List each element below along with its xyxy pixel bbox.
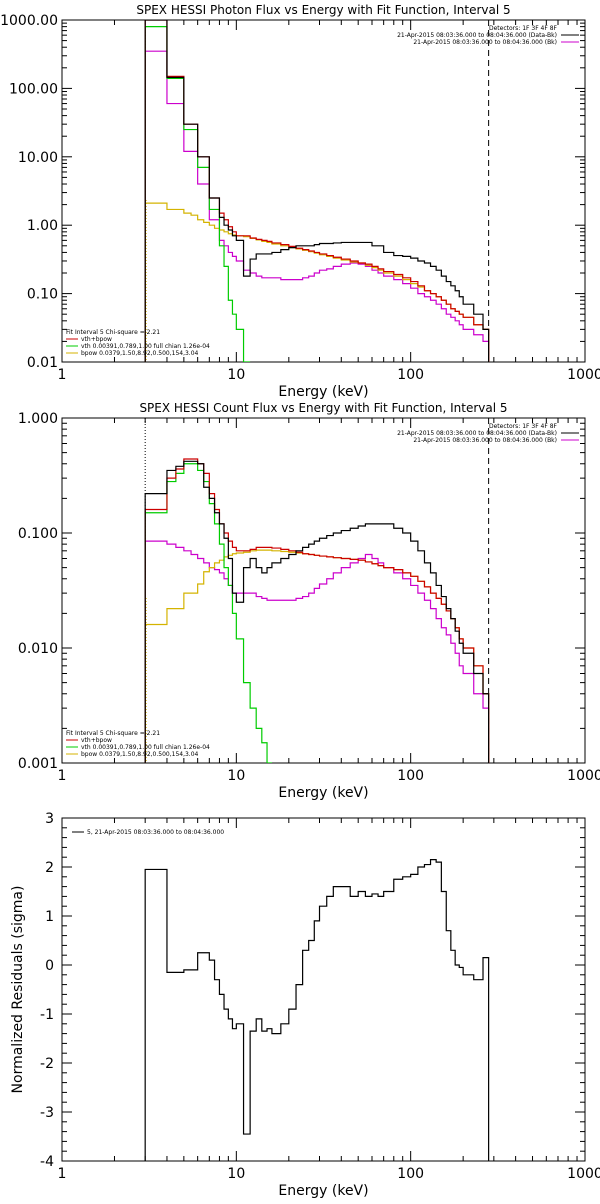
chart-title: SPEX HESSI Photon Flux vs Energy with Fi… [136, 3, 510, 17]
series-line-5-21-apr-2015-08-03-36-000-to-08-04-36-000 [144, 859, 490, 1161]
plot-frame [61, 417, 586, 764]
y-tick-label: -4 [40, 1154, 54, 1170]
y-tick-label: 0.100 [18, 526, 58, 542]
series-line-vth [144, 26, 251, 362]
series-line-vth-bpow [144, 458, 490, 763]
chart-panel-2: SPEX HESSI Count Flux vs Energy with Fit… [18, 401, 600, 801]
series-line-bpow [144, 549, 490, 763]
chart-panel-3: 1 10 100 1000 -4 -3 -2 -1 0 1 2 3 Energy (keV) Normal… [10, 811, 600, 1199]
legend-entry: bpow 0.0379,1.50,8.92,0.500,154,3.04 [81, 751, 199, 758]
x-tick-label: 10 [227, 1166, 245, 1182]
legend-entry: Detectors: 1F 3F 4F 8F [489, 25, 558, 32]
legend-entry: vth+bpow [81, 336, 112, 343]
series-group [144, 859, 490, 1161]
legend-entry: bpow 0.0379,1.50,8.92,0.500,154,3.04 [81, 350, 199, 357]
series-group [144, 458, 490, 763]
chart-title: SPEX HESSI Count Flux vs Energy with Fit… [139, 401, 507, 415]
x-tick-label: 1000 [567, 367, 600, 383]
y-axis-ticks [62, 22, 585, 363]
series-line-vth-bpow [144, 20, 490, 362]
y-tick-label: -2 [40, 1056, 54, 1072]
y-tick-label: 1000.00 [0, 13, 58, 29]
legend-entry: 21-Apr-2015 08:03:36.000 to 08:04:36.000… [413, 39, 557, 46]
x-axis-ticks [61, 418, 578, 763]
plot-frame [61, 19, 586, 363]
x-tick-label: 1000 [567, 1166, 600, 1182]
legend-residuals: 5, 21-Apr-2015 08:03:36.000 to 08:04:36.… [72, 829, 224, 836]
legend-bottom-left: Fit Interval 5 Chi-square = 2.21vth+bpow… [66, 329, 210, 357]
y-tick-label: -1 [40, 1007, 54, 1023]
y-tick-label: 10.00 [18, 150, 58, 166]
x-tick-label: 1000 [567, 768, 600, 784]
x-axis-ticks [61, 20, 578, 362]
series-group [144, 20, 490, 362]
series-line-vth [144, 463, 272, 763]
x-axis-label: Energy (keV) [278, 1183, 368, 1199]
x-tick-label: 100 [397, 768, 424, 784]
legend-entry: Fit Interval 5 Chi-square = 2.21 [66, 730, 160, 737]
y-tick-label: 1.00 [27, 218, 58, 234]
x-axis-label: Energy (keV) [278, 785, 368, 801]
x-tick-label: 100 [397, 1166, 424, 1182]
plot-frame [61, 817, 586, 1162]
legend-bottom-left: Fit Interval 5 Chi-square = 2.21vth+bpow… [66, 730, 210, 758]
series-line-bpow [144, 202, 490, 362]
y-tick-label: 1 [45, 909, 54, 925]
legend-entry: Detectors: 1F 3F 4F 8F [489, 423, 558, 430]
x-tick-label: 1 [58, 768, 67, 784]
series-line-data [144, 460, 490, 763]
y-tick-label: 1.000 [18, 411, 58, 427]
x-tick-label: 1 [58, 1166, 67, 1182]
x-tick-label: 100 [397, 367, 424, 383]
x-tick-label: 10 [227, 367, 245, 383]
y-tick-label: 0.01 [27, 355, 58, 371]
x-tick-label: 1 [58, 367, 67, 383]
series-line-data [144, 20, 490, 362]
y-tick-label: 3 [45, 811, 54, 827]
y-tick-label: 100.00 [9, 81, 58, 97]
y-tick-label: 0.010 [18, 641, 58, 657]
legend-entry: 21-Apr-2015 08:03:36.000 to 08:04:36.000… [397, 430, 557, 437]
legend-entry: vth 0.00391,0.789,1.00 full chian 1.26e-… [81, 744, 210, 751]
x-axis-ticks [61, 818, 578, 1161]
y-tick-label: 2 [45, 860, 54, 876]
chart-panel-1: SPEX HESSI Photon Flux vs Energy with Fi… [0, 3, 600, 400]
series-line-bk [144, 50, 490, 362]
x-axis-label: Energy (keV) [278, 384, 368, 400]
legend-entry: 5, 21-Apr-2015 08:03:36.000 to 08:04:36.… [87, 829, 224, 836]
series-line-bk [144, 540, 490, 763]
y-tick-label: -3 [40, 1105, 54, 1121]
y-tick-label: 0 [45, 958, 54, 974]
legend-entry: Fit Interval 5 Chi-square = 2.21 [66, 329, 160, 336]
legend-entry: vth+bpow [81, 737, 112, 744]
legend-entry: 21-Apr-2015 08:03:36.000 to 08:04:36.000… [413, 437, 557, 444]
legend-entry: vth 0.00391,0.789,1.00 full chian 1.26e-… [81, 343, 210, 350]
y-tick-label: 0.10 [27, 287, 58, 303]
y-axis-ticks [62, 422, 585, 764]
y-axis-label: Normalized Residuals (sigma) [10, 886, 26, 1094]
y-axis-ticks [62, 817, 585, 1162]
x-tick-label: 10 [227, 768, 245, 784]
y-tick-label: 0.001 [18, 756, 58, 772]
legend-entry: 21-Apr-2015 08:03:36.000 to 08:04:36.000… [397, 32, 557, 39]
